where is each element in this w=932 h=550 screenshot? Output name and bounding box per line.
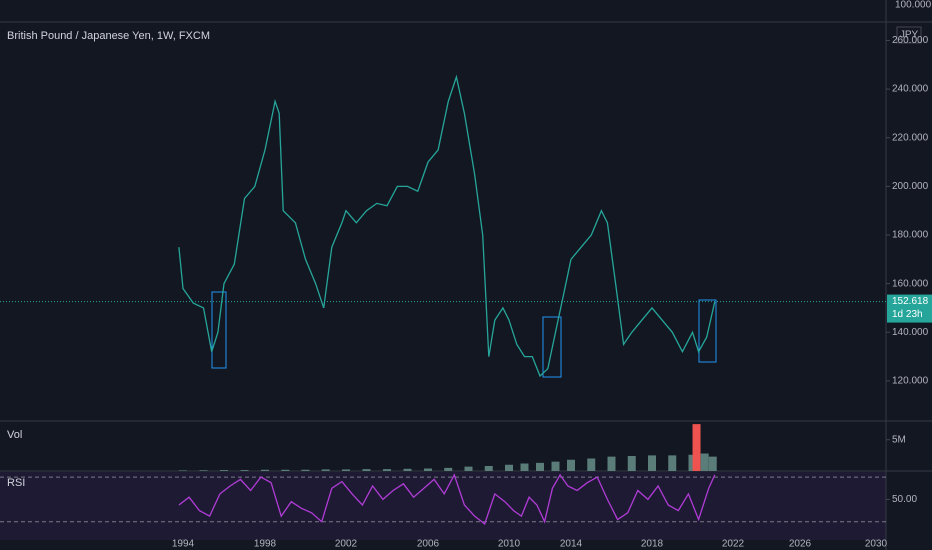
rsi-line [178, 473, 716, 525]
y-tick-label: 160.000 [892, 278, 929, 289]
y-tick-label: 240.000 [892, 84, 929, 95]
volume-bar [520, 463, 529, 471]
highlight-box [211, 291, 227, 369]
x-tick-label: 1994 [172, 539, 195, 550]
volume-bar [505, 464, 513, 471]
y-tick-label: 200.000 [892, 181, 929, 192]
x-tick-label: 1998 [254, 539, 277, 550]
currency-label: JPY [900, 30, 919, 41]
upper-pane-label: 100.000 [895, 0, 932, 11]
volume-bar [700, 453, 709, 471]
currency-badge [896, 26, 922, 44]
volume-bar [383, 469, 391, 471]
x-tick-label: 2010 [498, 539, 521, 550]
volume-bar [403, 468, 412, 471]
volume-bar [587, 458, 596, 471]
volume-bar [536, 462, 544, 471]
volume-bar [627, 456, 636, 471]
x-tick-label: 2022 [722, 539, 745, 550]
countdown-label: 1d 23h [892, 309, 923, 320]
volume-bar [567, 459, 575, 471]
y-tick-label: 220.000 [892, 132, 929, 143]
y-tick-label: 5M [892, 434, 906, 445]
volume-bar [199, 470, 208, 471]
volume-bar [424, 468, 432, 471]
rsi-title: RSI [7, 477, 25, 489]
rsi-background [0, 472, 886, 540]
price-line [178, 74, 716, 378]
volume-bar [444, 467, 453, 471]
volume-bar [240, 470, 249, 471]
y-tick-label: 120.000 [892, 376, 929, 387]
y-tick-label: 260.000 [892, 35, 929, 46]
y-tick-label: 50.00 [892, 494, 917, 505]
highlight-box [698, 299, 717, 363]
y-tick-label: 180.000 [892, 230, 929, 241]
volume-bar [668, 455, 677, 471]
volume-bar [648, 455, 656, 471]
x-tick-label: 2026 [789, 539, 812, 550]
volume-bar [301, 469, 310, 471]
chart-title: British Pound / Japanese Yen, 1W, FXCM [7, 30, 210, 42]
volume-bar [692, 424, 701, 471]
volume-bar [362, 469, 371, 471]
volume-title: Vol [7, 429, 22, 441]
volume-bar [281, 469, 290, 471]
volume-bar [688, 454, 697, 471]
volume-bar [342, 469, 350, 471]
x-tick-label: 2014 [560, 539, 583, 550]
x-tick-label: 2030 [865, 539, 888, 550]
volume-bar [708, 456, 717, 471]
volume-bar [179, 470, 187, 471]
volume-bar [551, 461, 560, 471]
volume-bar [607, 456, 616, 471]
x-tick-label: 2002 [335, 539, 358, 550]
volume-bar [464, 466, 473, 471]
y-tick-label: 140.000 [892, 327, 929, 338]
volume-bar [261, 469, 269, 471]
volume-bar [484, 466, 493, 471]
volume-bar [321, 469, 330, 471]
x-tick-label: 2006 [417, 539, 440, 550]
highlight-box [542, 316, 562, 378]
volume-bar [220, 470, 228, 471]
last-price-label: 152.618 [892, 296, 929, 307]
x-tick-label: 2018 [641, 539, 664, 550]
last-price-badge [887, 294, 932, 323]
